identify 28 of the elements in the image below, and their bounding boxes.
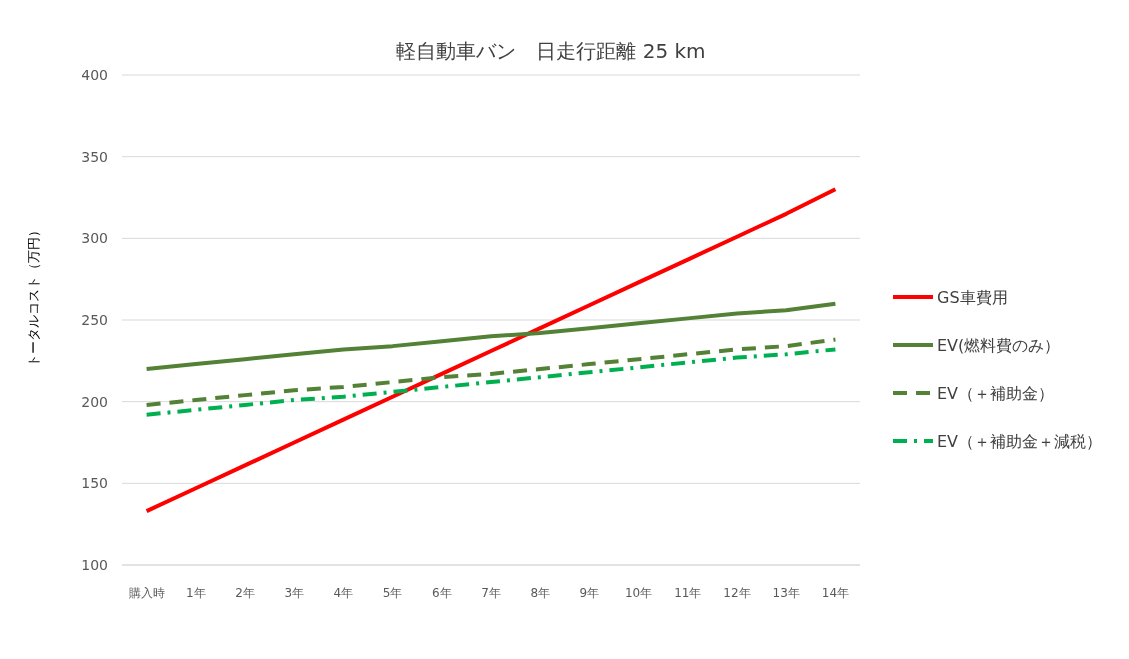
x-tick-label: 7年	[481, 586, 501, 600]
legend-label: EV（＋補助金＋減税）	[937, 432, 1103, 451]
x-tick-label: 購入時	[128, 586, 165, 600]
x-tick-label: 13年	[772, 586, 800, 600]
x-tick-label: 12年	[723, 586, 751, 600]
y-tick-label: 100	[81, 557, 108, 573]
y-axis-title: トータルコスト（万円）	[26, 224, 41, 367]
x-tick-label: 2年	[235, 586, 255, 600]
y-tick-label: 250	[81, 312, 108, 328]
x-tick-label: 3年	[284, 586, 305, 600]
y-tick-label: 350	[81, 148, 108, 165]
x-tick-label: 10年	[624, 586, 653, 600]
legend-label: EV(燃料費のみ）	[937, 336, 1061, 355]
y-tick-label: 300	[81, 230, 108, 247]
x-tick-label: 4年	[333, 586, 354, 600]
x-tick-label: 11年	[674, 586, 702, 600]
y-tick-label: 150	[81, 475, 108, 492]
x-tick-label: 9年	[579, 586, 600, 600]
chart-title: 軽自動車バン 日走行距離 25 km	[396, 39, 706, 63]
x-tick-label: 8年	[530, 586, 551, 600]
y-tick-label: 400	[81, 67, 108, 83]
x-tick-label: 5年	[382, 586, 403, 600]
x-tick-label: 14年	[821, 586, 850, 600]
legend-label: EV（＋補助金）	[937, 384, 1055, 403]
x-tick-label: 1年	[185, 586, 206, 600]
x-tick-label: 6年	[431, 586, 452, 600]
y-tick-label: 200	[81, 393, 108, 410]
legend-label: GS車費用	[937, 288, 1008, 307]
